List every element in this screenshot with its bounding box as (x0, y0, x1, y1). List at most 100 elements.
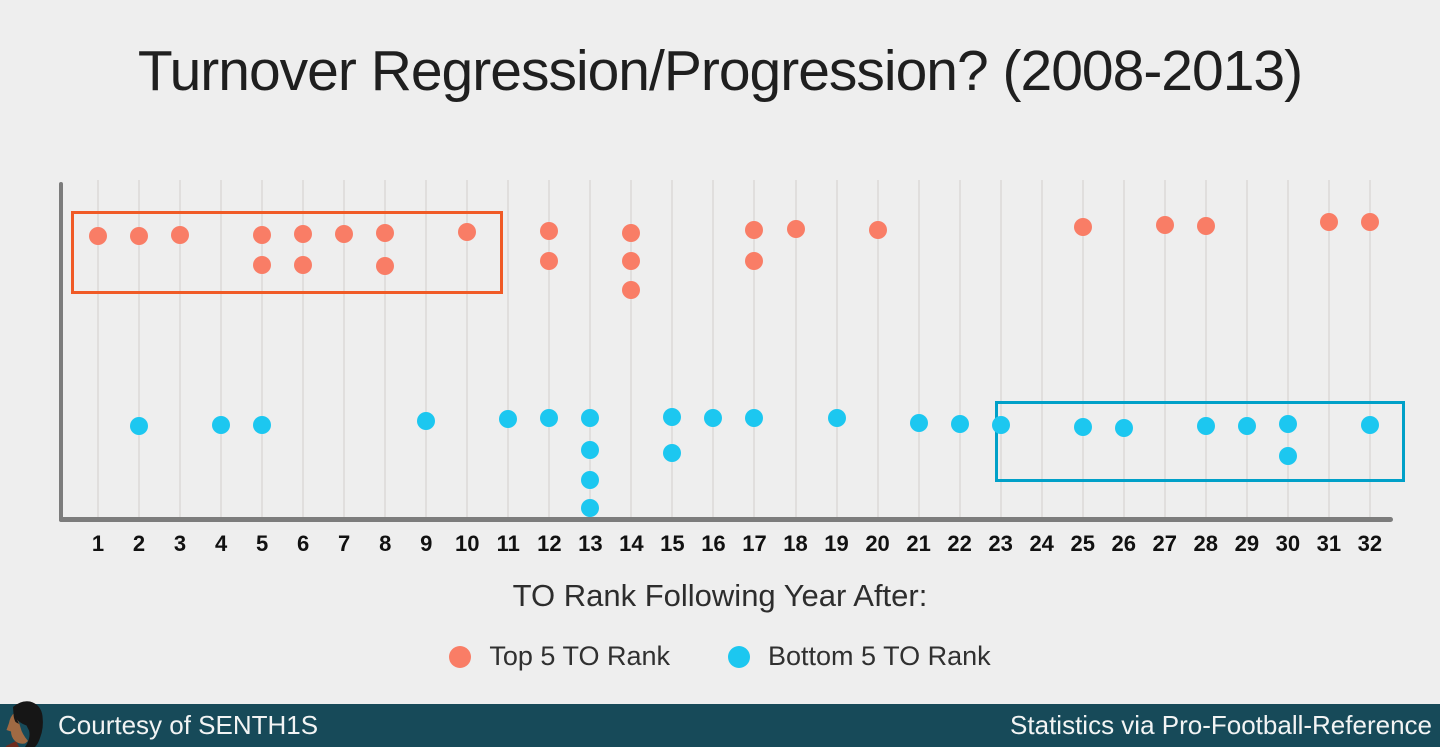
top5-dot (458, 223, 477, 241)
top5-dot (786, 220, 805, 238)
x-tick-label: 26 (1111, 531, 1136, 556)
top5-dot (540, 252, 559, 270)
bottom5-dot (827, 409, 846, 427)
gridline (1286, 180, 1289, 518)
x-tick-label: 5 (255, 531, 269, 556)
gridline (835, 180, 838, 518)
bottom5-dot (1278, 415, 1297, 433)
x-tick-label: 22 (947, 531, 972, 556)
bottom5-dot (581, 409, 600, 427)
top5-dot (868, 221, 887, 239)
top5-dot-icon (449, 645, 472, 668)
gridline (630, 180, 633, 518)
gridline (794, 180, 797, 518)
gridline (753, 180, 756, 518)
x-tick-label: 19 (824, 531, 849, 556)
top5-dot (1319, 213, 1338, 231)
bottom5-dot (212, 416, 231, 434)
top5-dot (335, 225, 354, 243)
top5-dot (294, 225, 313, 243)
bottom5-dot (1114, 419, 1133, 437)
bottom5-dot (991, 416, 1010, 434)
top5-dot (622, 281, 641, 299)
gridline (671, 180, 674, 518)
gridline (712, 180, 715, 518)
x-tick-label: 28 (1193, 531, 1219, 556)
top5-dot (376, 257, 395, 275)
gridline (1163, 180, 1166, 518)
top5-dot (1196, 217, 1215, 235)
senth1s-avatar (6, 701, 43, 747)
gridline (1327, 180, 1330, 518)
x-tick-label: 11 (496, 531, 520, 556)
gridline (179, 180, 182, 518)
bottom5-dot (1360, 416, 1379, 434)
bottom5-dot (1196, 417, 1215, 435)
x-tick-label: 10 (455, 531, 480, 556)
bottom5-dot (663, 444, 682, 462)
x-tick-label: 14 (619, 531, 644, 556)
gridline (958, 180, 961, 518)
bottom5-dot (663, 408, 682, 426)
bottom5-dot (1278, 447, 1297, 465)
top5-dot (622, 224, 641, 242)
x-tick-label: 17 (742, 531, 767, 556)
gridline (220, 180, 223, 518)
x-tick-label: 32 (1357, 531, 1383, 556)
top5-dot (253, 226, 272, 244)
bottom5-dot (950, 415, 969, 433)
legend-item-top5: Top 5 TO Rank (449, 641, 670, 672)
x-tick-label: 1 (91, 531, 105, 556)
top5-dot (745, 252, 764, 270)
x-tick-label: 8 (379, 531, 392, 556)
bottom5-dot (1073, 418, 1092, 436)
x-tick-label: 20 (865, 531, 890, 556)
gridline (466, 180, 469, 518)
x-tick-label: 12 (537, 531, 562, 556)
x-tick-label: 23 (988, 531, 1013, 556)
gridline (589, 180, 592, 518)
gridline (1081, 180, 1084, 518)
bottom5-dot (540, 409, 559, 427)
bottom5-dot (581, 471, 600, 489)
top5-dot (130, 227, 149, 245)
legend: Top 5 TO Rank Bottom 5 TO Rank (0, 641, 1440, 672)
x-axis-title: TO Rank Following Year After: (512, 578, 928, 613)
gridline (917, 180, 920, 518)
gridline (999, 180, 1002, 518)
bottom5-dot-icon (728, 645, 750, 668)
gridline (302, 180, 305, 518)
x-tick-label: 18 (783, 531, 808, 556)
top5-dot (89, 227, 107, 245)
top5-dot (253, 256, 272, 274)
bottom5-cluster-box (995, 401, 1405, 482)
x-tick-label: 4 (214, 531, 228, 556)
gridline (1245, 180, 1248, 518)
gridline (548, 180, 551, 518)
gridline (138, 180, 141, 518)
gridline (876, 180, 879, 518)
top5-cluster-box (71, 211, 503, 294)
top5-dot (1073, 218, 1092, 236)
footer-source: Statistics via Pro-Football-Reference (1010, 710, 1432, 740)
top5-dot (294, 256, 313, 274)
bottom5-dot (745, 409, 764, 427)
legend-label-bottom5: Bottom 5 TO Rank (768, 641, 991, 671)
bottom5-dot (581, 441, 600, 459)
x-tick-label: 27 (1152, 531, 1177, 556)
x-axis-line (59, 517, 1393, 522)
gridline (1368, 180, 1371, 518)
gridline (97, 180, 99, 518)
bottom5-dot (1237, 417, 1256, 435)
bottom5-dot (253, 416, 272, 434)
legend-item-bottom5: Bottom 5 TO Rank (728, 641, 991, 672)
gridline (425, 180, 428, 518)
bottom5-dot (499, 410, 518, 428)
gridline (507, 180, 510, 518)
footer-credit: Courtesy of SENTH1S (58, 710, 319, 740)
bottom5-dot (417, 412, 436, 430)
gridline (384, 180, 387, 518)
x-tick-label: 7 (338, 531, 351, 556)
bottom5-dot (581, 499, 600, 517)
